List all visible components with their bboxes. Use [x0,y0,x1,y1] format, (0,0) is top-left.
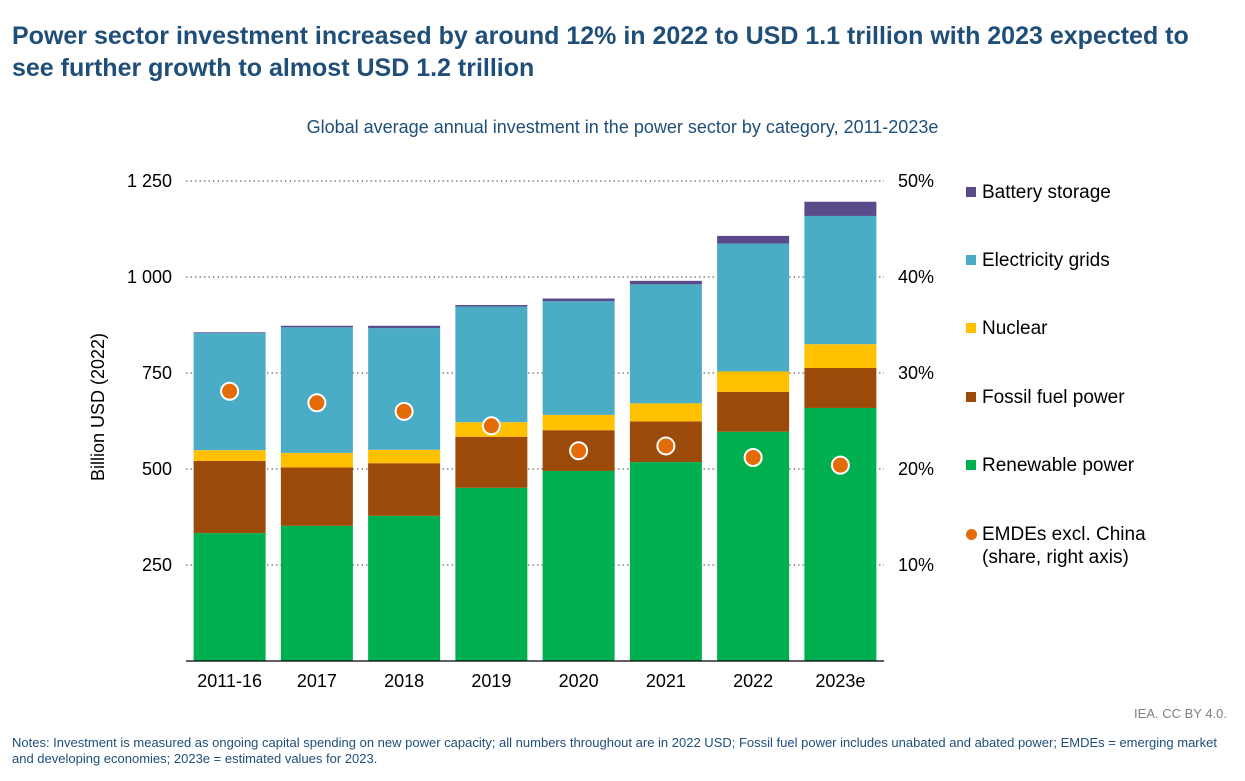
bar-grids [455,306,528,423]
bar-battery [280,325,353,328]
legend-swatch [966,460,976,470]
bar-nuclear [804,344,877,369]
legend-label: Renewable power [982,455,1135,476]
bar-renewable [280,525,353,661]
legend-label: EMDEs excl. China (share, right axis) [982,524,1146,568]
bar-nuclear [629,403,702,422]
bar-battery [542,298,615,302]
bar-nuclear [542,414,615,431]
legend-label: Electricity grids [982,250,1110,271]
emdes-point [830,455,850,475]
x-tick-label: 2020 [559,671,599,691]
emdes-point [220,381,240,401]
chart-subtitle: Global average annual investment in the … [306,117,939,137]
chart-notes: Notes: Investment is measured as ongoing… [12,735,1217,766]
bar-renewable [193,533,266,661]
bar-renewable [542,470,615,661]
x-tick-label: 2022 [733,671,773,691]
y-axis-label: Billion USD (2022) [88,333,108,481]
source-credit: IEA. CC BY 4.0. [1134,706,1227,721]
bar-fossil [193,460,266,534]
bar-battery [193,332,266,334]
bar-nuclear [717,371,790,392]
bar-renewable [629,462,702,661]
bar-nuclear [368,449,441,464]
bar-renewable [804,407,877,661]
x-tick-label: 2011-16 [197,671,262,691]
y-tick-label: 1 000 [127,267,172,287]
x-tick-label: 2017 [297,671,337,691]
x-tick-label: 2019 [471,671,511,691]
bar-nuclear [193,450,266,461]
bar-renewable [368,515,441,661]
emdes-point [481,416,501,436]
y-tick-label: 750 [142,363,172,383]
page-title: Power sector investment increased by aro… [12,22,1189,82]
bar-fossil [368,463,441,516]
y2-tick-label: 40% [898,267,934,287]
bar-battery [629,280,702,285]
bar-grids [717,243,790,372]
legend-label: Battery storage [982,182,1111,203]
emdes-point [394,401,414,421]
legend-label-note: (share, right axis) [982,547,1129,568]
legend-swatch [966,529,977,540]
legend-swatch [966,187,976,197]
bar-battery [368,325,441,329]
axes: 250 500 750 1 000 1 250 10% 20% 30% 40% 50% 2011-1… [127,171,934,691]
bar-battery [455,305,528,307]
bar-grids [542,301,615,415]
y-tick-label: 500 [142,459,172,479]
bar-renewable [717,431,790,661]
bar-battery [804,201,877,216]
y-tick-label: 250 [142,555,172,575]
x-tick-label: 2021 [646,671,686,691]
bar-nuclear [280,452,353,468]
y2-tick-label: 30% [898,363,934,383]
legend-swatch [966,392,976,402]
legend-swatch [966,255,976,265]
bar-grids [368,328,441,450]
bars [193,201,877,661]
bar-battery [717,235,790,244]
bar-grids [280,327,353,453]
y2-tick-label: 10% [898,555,934,575]
bar-fossil [717,391,790,432]
emdes-point [656,436,676,456]
legend-label: Nuclear [982,318,1048,339]
bar-fossil [804,368,877,408]
bar-grids [804,215,877,345]
x-tick-label: 2023e [815,671,865,691]
legend-swatch [966,323,976,333]
emdes-markers [220,381,850,475]
y-tick-label: 1 250 [127,171,172,191]
x-tick-label: 2018 [384,671,424,691]
emdes-point [307,393,327,413]
bar-renewable [455,487,528,661]
emdes-point [569,441,589,461]
y2-tick-label: 50% [898,171,934,191]
bar-fossil [455,436,528,488]
emdes-point [743,447,763,467]
bar-grids [629,284,702,404]
investment-chart: 250 500 750 1 000 1 250 10% 20% 30% 40% 50% 2011-1… [88,171,934,691]
y2-tick-label: 20% [898,459,934,479]
legend-label: Fossil fuel power [982,387,1125,408]
bar-fossil [280,467,353,526]
